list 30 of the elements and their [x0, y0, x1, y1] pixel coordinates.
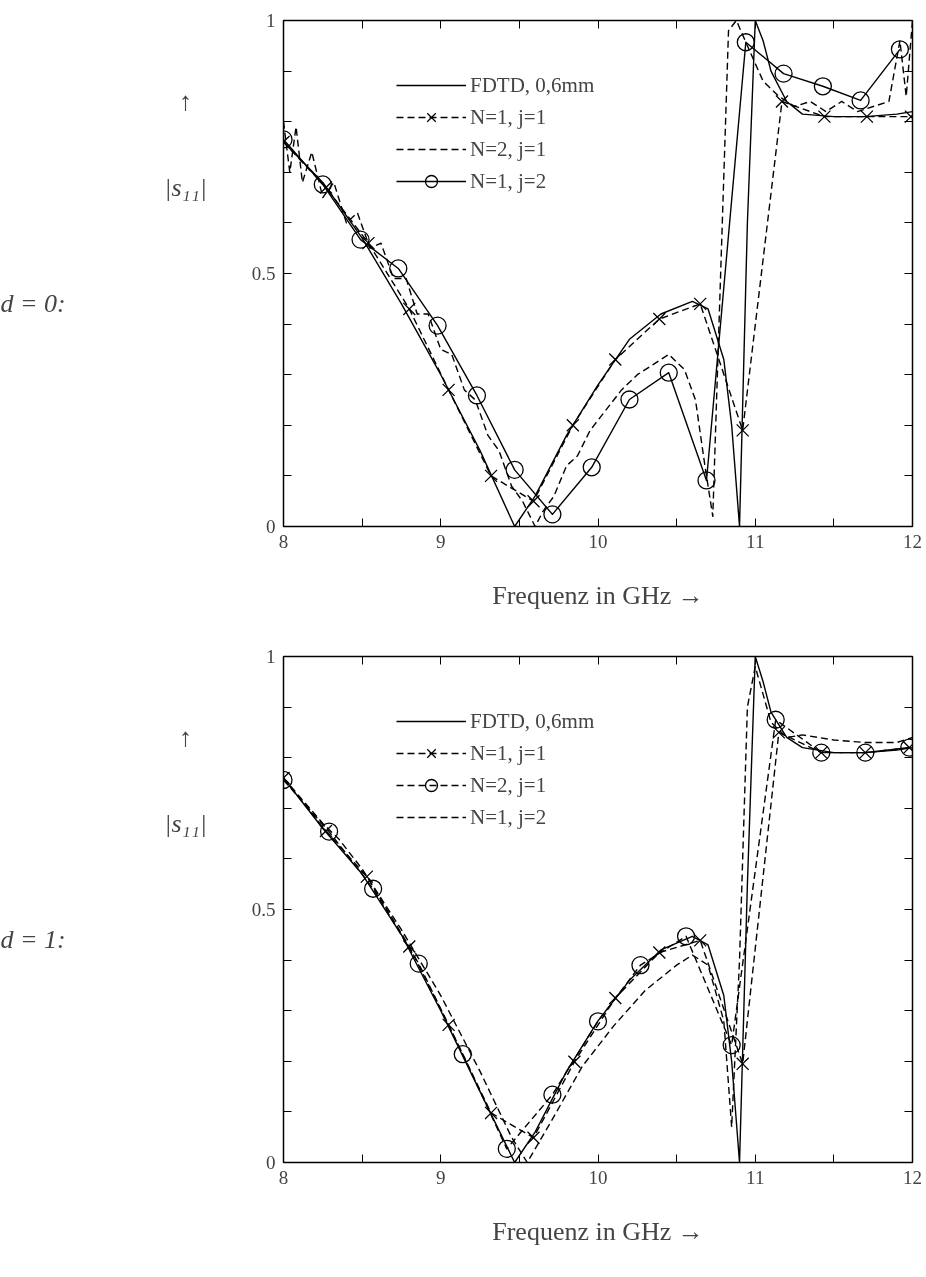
legend-label: N=2, j=1 [470, 136, 547, 162]
x-tick-label: 10 [588, 1166, 608, 1188]
legend-label: N=1, j=2 [470, 804, 547, 830]
legend-label: FDTD, 0,6mm [470, 72, 595, 98]
x-axis-title: Frequenz in GHz → [492, 1216, 704, 1246]
legend-label: N=1, j=1 [470, 740, 547, 766]
x-axis-title: Frequenz in GHz → [492, 580, 704, 610]
x-tick-label: 12 [903, 1166, 922, 1188]
y-tick-label: 0.5 [251, 263, 276, 284]
x-tick-label: 8 [278, 530, 289, 552]
legend-label: FDTD, 0,6mm [470, 708, 595, 734]
text: d = 1: [0, 925, 66, 955]
x-tick-label: 8 [278, 1166, 289, 1188]
y-tick-label: 1 [266, 10, 276, 31]
y-tick-label: 0 [266, 1152, 276, 1173]
y-tick-label: 1 [266, 646, 276, 667]
text: d = 0: [0, 289, 66, 319]
legend-label: N=2, j=1 [470, 772, 547, 798]
y-tick-label: 0 [266, 516, 276, 537]
text: ↑ |s₁₁| [164, 722, 207, 838]
x-tick-label: 11 [746, 530, 765, 552]
x-tick-label: 12 [903, 530, 922, 552]
x-tick-label: 10 [588, 530, 608, 552]
text: ↑ |s₁₁| [164, 86, 207, 202]
y-tick-label: 0.5 [251, 899, 276, 920]
x-tick-label: 9 [436, 1166, 446, 1188]
legend-label: N=1, j=1 [470, 104, 547, 130]
x-tick-label: 11 [746, 1166, 765, 1188]
legend-label: N=1, j=2 [470, 168, 547, 194]
x-tick-label: 9 [436, 530, 446, 552]
